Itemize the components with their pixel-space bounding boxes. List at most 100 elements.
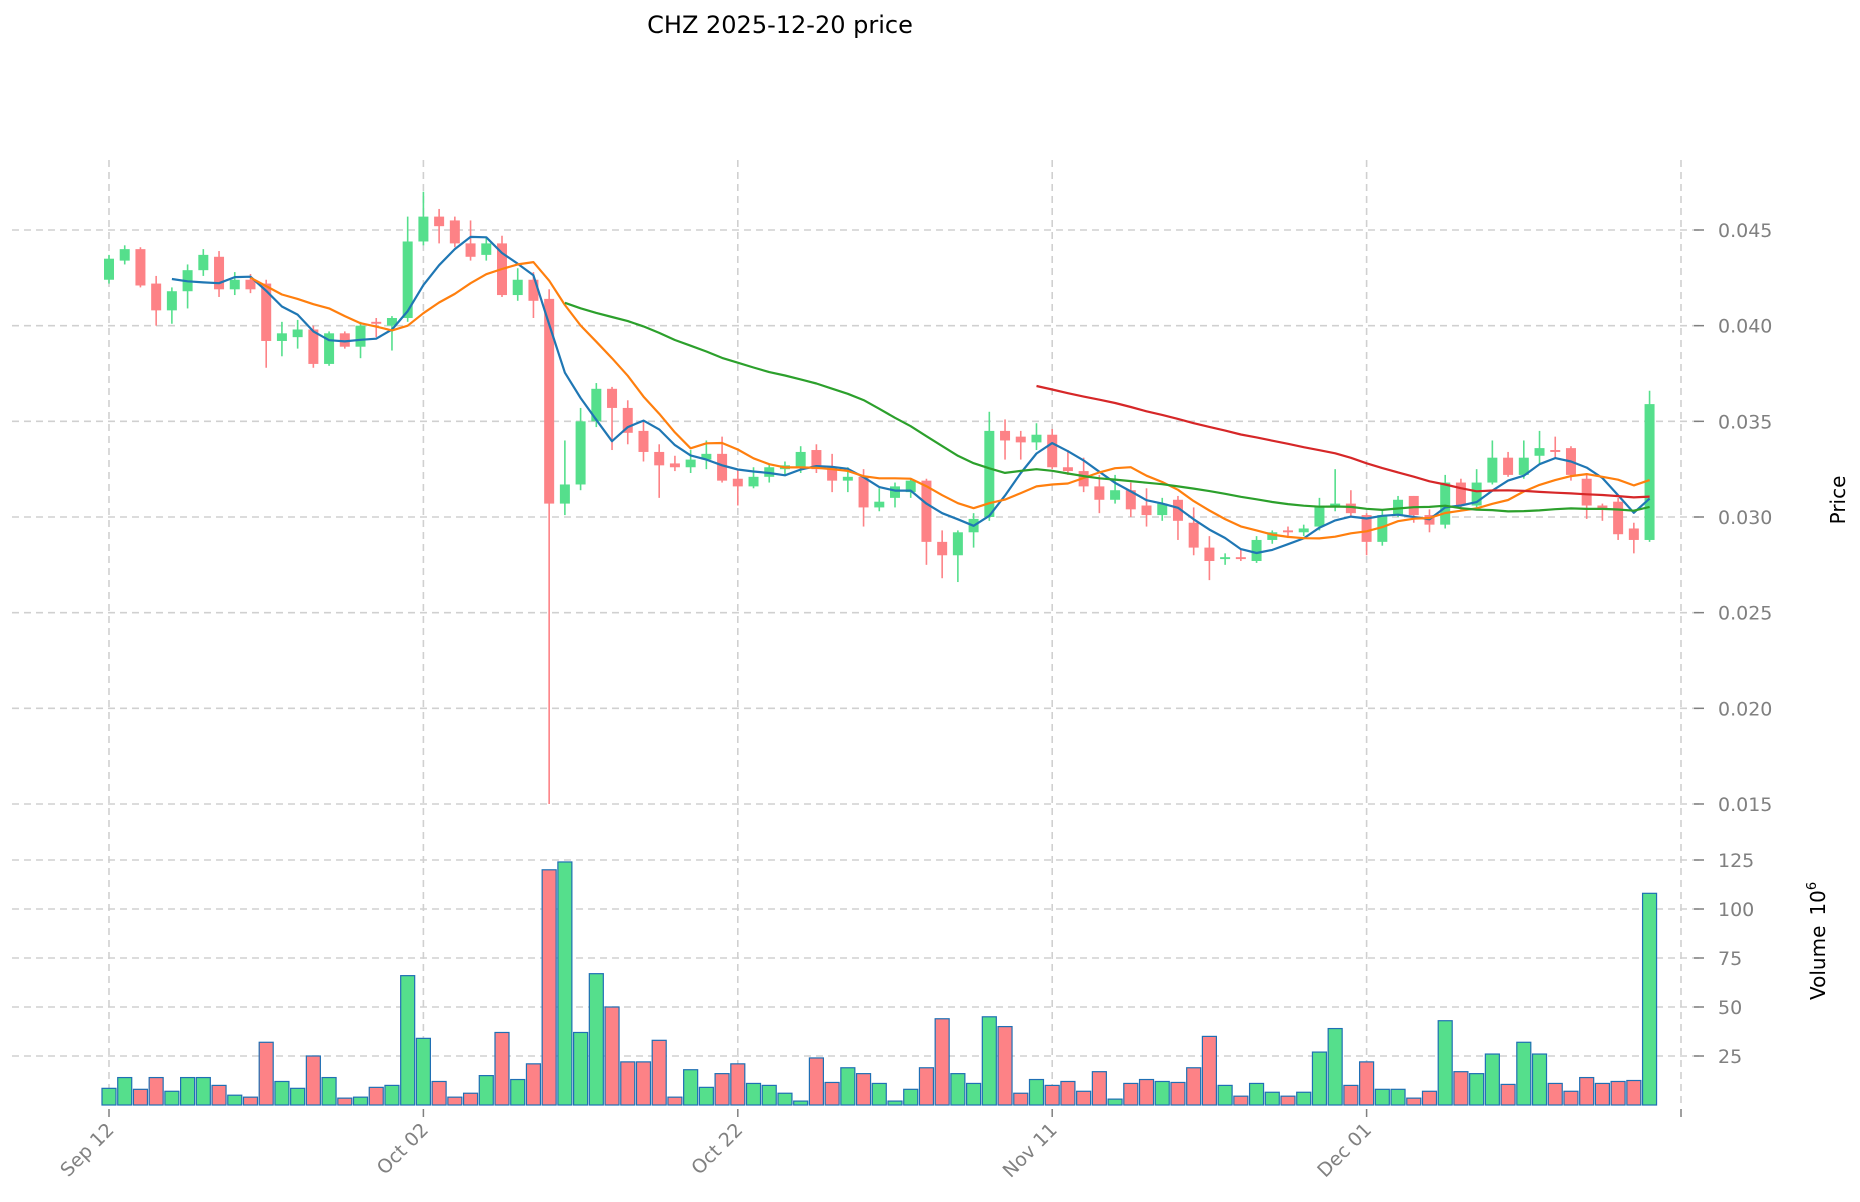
candle-down — [1424, 509, 1435, 533]
volume-bar — [1594, 1082, 1611, 1106]
volume-bar — [1296, 1091, 1312, 1106]
candle-up — [1031, 423, 1042, 451]
volume-bar — [415, 1037, 431, 1106]
candle-up — [559, 440, 570, 516]
candle-body — [1220, 557, 1231, 560]
candle-up — [1298, 524, 1309, 537]
candle-body — [559, 484, 570, 504]
volume-bar — [1343, 1084, 1359, 1106]
candle-down — [261, 279, 272, 368]
candle-down — [1094, 474, 1105, 514]
volume-bar — [431, 1080, 447, 1106]
volume-bar — [572, 1031, 589, 1106]
volume-bar — [195, 1076, 211, 1106]
candle-body — [1503, 457, 1514, 475]
volume-bar — [1233, 1095, 1249, 1106]
candle-body — [1047, 434, 1058, 468]
candle-body — [1361, 515, 1372, 542]
candle-body — [528, 279, 539, 301]
volume-bar — [714, 1073, 730, 1106]
candle-body — [276, 333, 287, 341]
candle-down — [434, 208, 445, 244]
volume-bar — [1201, 1035, 1218, 1106]
volume-bar — [1641, 892, 1658, 1106]
candle-body — [229, 279, 240, 290]
volume-bar — [368, 1086, 384, 1106]
candle-down — [717, 436, 728, 483]
candle-body — [905, 480, 916, 493]
volume-bar — [1626, 1079, 1642, 1106]
candle-up — [198, 249, 209, 276]
volume-bar — [1123, 1082, 1139, 1106]
candle-down — [638, 421, 649, 462]
volume-bar — [1060, 1080, 1076, 1106]
candle-down — [135, 247, 146, 288]
volume-bar — [258, 1041, 274, 1106]
volume-bar — [997, 1025, 1013, 1106]
volume-bar — [1516, 1041, 1532, 1106]
candle-up — [575, 407, 586, 491]
candle-down — [1613, 497, 1624, 540]
candle-body — [952, 532, 963, 556]
candle-down — [1188, 507, 1199, 556]
candle-down — [544, 289, 555, 804]
candle-down — [1047, 428, 1058, 470]
candle-down — [1503, 451, 1514, 477]
candle-body — [214, 256, 225, 290]
candle-body — [937, 541, 948, 556]
volume-bar — [164, 1090, 180, 1106]
candle-up — [324, 331, 335, 366]
candle-down — [528, 272, 539, 319]
candle-body — [512, 279, 523, 296]
candle-down — [1345, 490, 1356, 517]
candle-down — [308, 325, 319, 368]
volume-bar — [1374, 1088, 1390, 1106]
candle-down — [1581, 472, 1592, 519]
candle-body — [135, 249, 146, 286]
volume-bar — [1531, 1053, 1548, 1106]
volume-bar — [683, 1069, 699, 1106]
volume-bar — [934, 1018, 950, 1106]
volume-bar — [1500, 1083, 1516, 1106]
price-tick-label: 0.025 — [1718, 603, 1772, 625]
candle-up — [952, 530, 963, 583]
volume-bar — [510, 1078, 526, 1106]
candle-body — [104, 258, 114, 280]
candle-up — [512, 268, 523, 301]
volume-bar — [1421, 1090, 1438, 1106]
grid-lines — [12, 160, 1700, 1105]
candle-up — [418, 191, 429, 246]
candle-down — [654, 444, 665, 498]
candle-body — [371, 321, 382, 324]
date-tick-label: Oct 02 — [373, 1119, 433, 1179]
candle-body — [1597, 505, 1608, 510]
volume-bar — [1028, 1078, 1045, 1106]
volume-bar — [824, 1081, 840, 1106]
candle-body — [874, 501, 885, 508]
volume-bar — [447, 1096, 463, 1106]
candle-body — [1015, 436, 1026, 443]
candle-body — [324, 333, 335, 364]
volume-bar — [132, 1088, 149, 1106]
candle-body — [842, 476, 853, 481]
candle-body — [544, 298, 555, 504]
candle-down — [732, 469, 743, 506]
candle-body — [1345, 503, 1356, 514]
candle-body — [481, 243, 492, 255]
volume-bar — [887, 1100, 903, 1106]
volume-bar — [918, 1067, 935, 1106]
volume-bar — [950, 1073, 966, 1106]
volume-bar — [1453, 1071, 1469, 1106]
price-tick-label: 0.045 — [1718, 220, 1772, 242]
candle-body — [402, 241, 413, 319]
volume-bar — [730, 1063, 746, 1106]
candle-body — [1628, 528, 1639, 540]
candle-body — [151, 283, 162, 311]
candle-down — [858, 469, 869, 527]
candle-body — [858, 476, 869, 508]
candle-up — [104, 254, 114, 284]
volume-bar — [400, 975, 416, 1106]
volume-bar — [871, 1082, 887, 1106]
volume-bar — [290, 1087, 306, 1106]
